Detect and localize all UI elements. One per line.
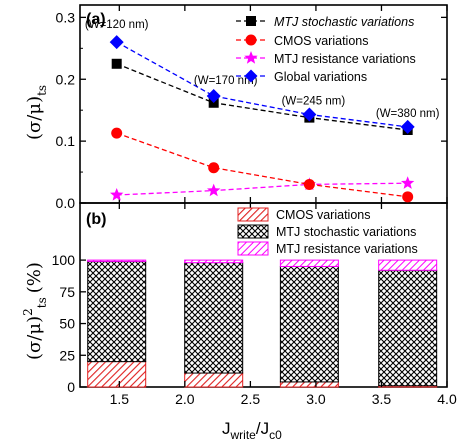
series-line-2 [116,182,408,196]
bar-segment-s0-1 [184,372,244,388]
legend-item-global: Global variations [236,69,367,84]
panel-a-legend: MTJ stochastic variations CMOS variation… [236,15,416,84]
x-tick-label: 2.5 [241,391,261,407]
width-annotation: (W=245 nm) [282,96,346,108]
bar-segment-s1-1 [184,262,244,374]
bar-segment-s0-0 [87,361,147,388]
panel-a-y-tick-label: 0.0 [56,195,76,211]
series-line-3 [116,41,408,128]
bar-segment-s2-1 [184,259,244,264]
x-tick-label: 3.5 [372,391,392,407]
svg-text:Global variations: Global variations [274,70,367,84]
svg-text:MTJ stochastic variations: MTJ stochastic variations [276,225,416,239]
width-annotation: (W=170 nm) [194,75,258,87]
series-line-1 [116,132,408,198]
data-point-s2-0 [110,188,124,201]
data-point-s2-1 [207,183,221,197]
svg-text:MTJ resistance variations: MTJ resistance variations [276,242,418,256]
x-tick-label: 1.5 [110,391,130,407]
svg-text:MTJ stochastic variations: MTJ stochastic variations [274,15,414,29]
panel-a-label: (a) [86,11,106,28]
panel-b-bars [87,259,438,388]
panel-a-y-label: (σ/μ)ts [24,85,49,140]
svg-text:CMOS variations: CMOS variations [276,208,370,222]
svg-text:CMOS variations: CMOS variations [274,34,368,48]
bar-segment-s1-2 [279,265,339,383]
data-point-s0-0 [111,58,122,69]
legend-item-mtj-resistance: MTJ resistance variations [236,51,416,66]
panel-b-y-tick-label: 100 [52,252,76,268]
panel-b-y-label: (σ/μ)2ts(%) [21,262,49,360]
x-tick-label: 3.0 [306,391,326,407]
legend-item-mtj-stochastic: MTJ stochastic variations [236,15,414,29]
panel-a-annotations: (W=120 nm) (W=170 nm) (W=245 nm) (W=380 nm) [85,19,440,120]
svg-text:MTJ resistance variations: MTJ resistance variations [274,52,416,66]
panel-b-y-tick-label: 0 [67,379,75,395]
bar-segment-s2-3 [378,259,438,271]
panel-a-frame [79,4,448,204]
panel-b-frame [79,202,448,388]
legend-item-mtj-stochastic-bar: MTJ stochastic variations [237,224,416,239]
bar-segment-s1-0 [87,260,147,363]
series-line-0 [116,63,408,131]
data-point-s2-3 [401,176,415,189]
x-axis-ticks: 1.5 2.0 2.5 3.0 3.5 4.0 [110,203,457,407]
width-annotation: (W=120 nm) [85,19,149,31]
legend-item-cmos: CMOS variations [236,34,368,48]
data-point-s1-2 [303,178,315,190]
data-point-s3-0 [109,35,124,50]
bar-segment-s2-2 [279,259,339,267]
data-point-s3-1 [206,88,221,103]
panel-a-y-tick-label: 0.3 [56,9,76,25]
bar-segment-s1-3 [378,269,438,387]
data-point-s3-3 [400,119,415,134]
panel-b-legend: CMOS variations MTJ stochastic variation… [237,207,418,256]
data-point-s1-3 [402,191,414,203]
panel-b-label: (b) [86,211,106,228]
panel-a-y-tick-label: 0.1 [56,133,76,149]
bar-segment-s2-0 [87,259,147,262]
panel-a-axis-ticks: 0.0 0.1 0.2 0.3 [56,5,448,211]
x-tick-label: 2.0 [175,391,195,407]
data-point-s1-0 [111,127,123,139]
legend-item-mtj-resistance-bar: MTJ resistance variations [237,241,418,256]
panel-b-y-tick-label: 75 [59,284,75,300]
data-point-s3-2 [302,107,317,122]
width-annotation: (W=380 nm) [376,108,440,120]
panel-b-y-tick-label: 50 [59,316,75,332]
bar-segment-s0-2 [279,381,339,388]
panel-b-axis-ticks: 0 25 50 75 100 [52,252,86,395]
x-tick-label: 4.0 [437,391,457,407]
panel-a-series [109,35,415,203]
panel-b-y-tick-label: 25 [59,347,75,363]
legend-item-cmos-bar: CMOS variations [237,207,370,222]
panel-a-y-tick-label: 0.2 [56,71,76,87]
x-axis-label: Jwrite/Jc0 [222,419,282,439]
data-point-s1-1 [208,162,220,174]
